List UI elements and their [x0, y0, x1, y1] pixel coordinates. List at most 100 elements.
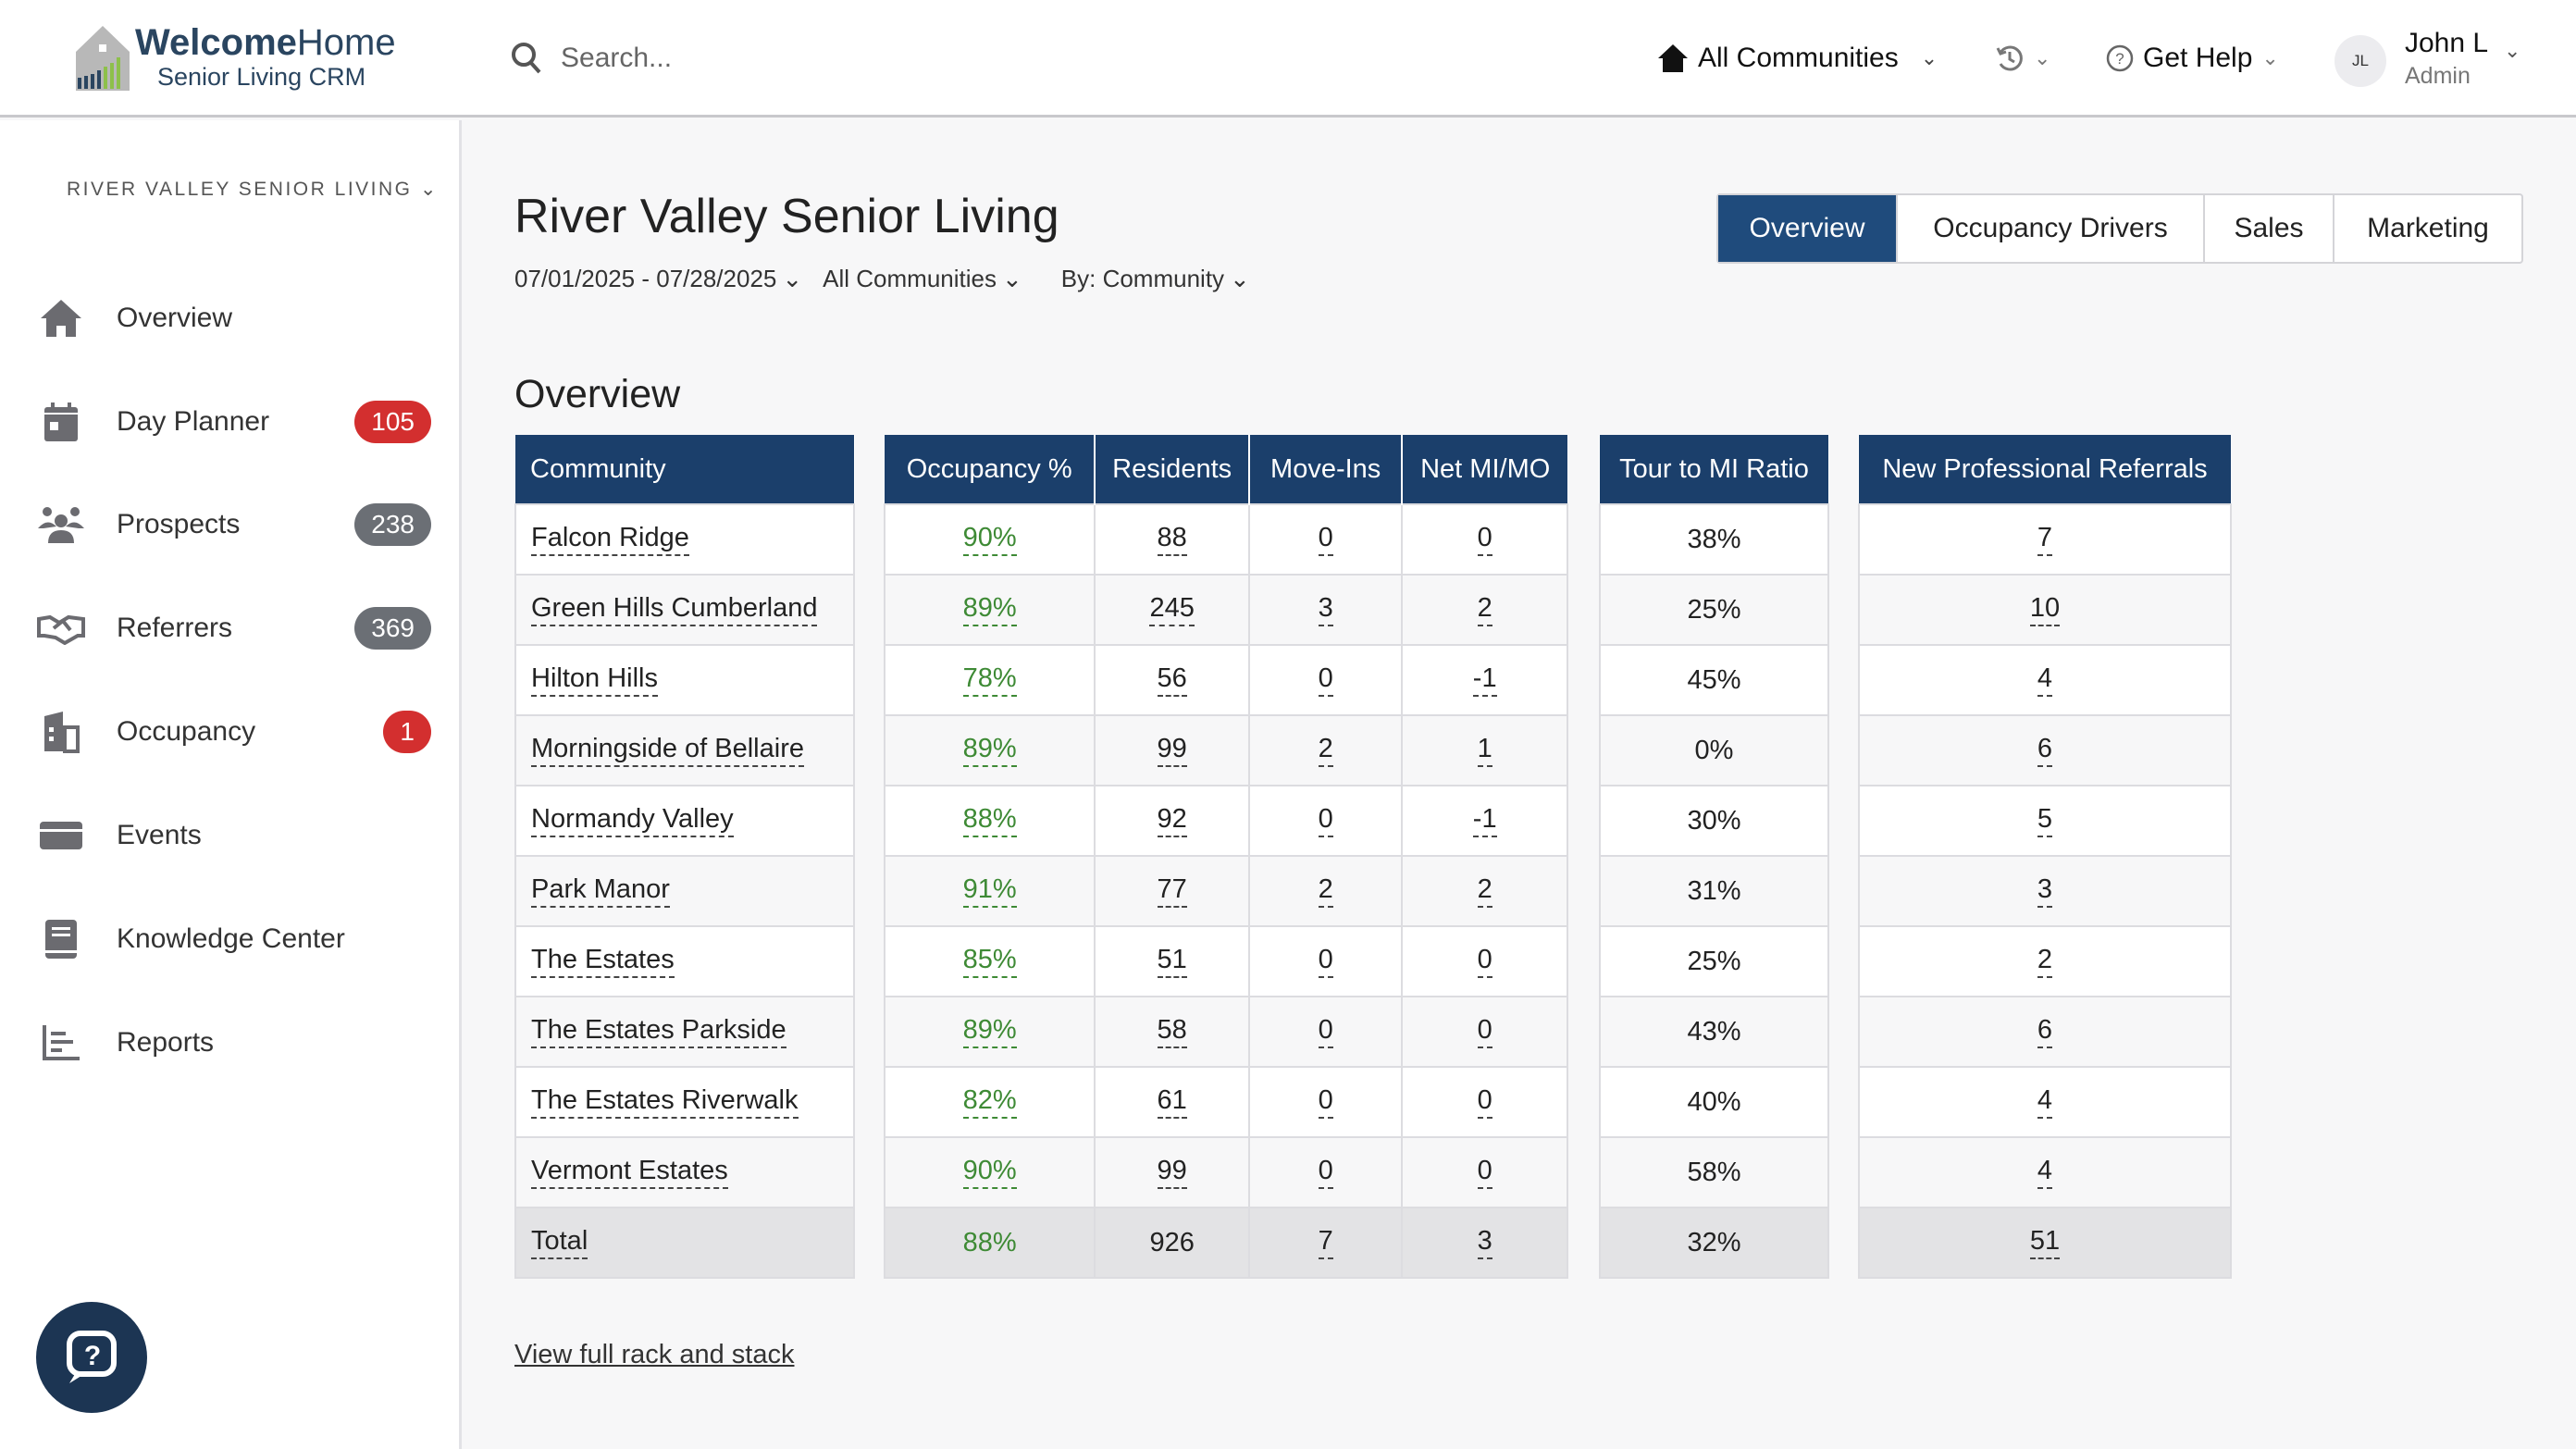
residents-link[interactable]: 61: [1157, 1085, 1187, 1119]
occupancy-link[interactable]: 88%: [962, 804, 1017, 837]
table-row: The Estates: [514, 925, 855, 997]
net-mi-mo-link[interactable]: 0: [1477, 945, 1492, 978]
logo-subtitle: Senior Living CRM: [157, 63, 366, 91]
table-row: 6: [1858, 714, 2232, 786]
group-by-filter[interactable]: By: Community ⌄: [1061, 265, 1250, 293]
residents-link[interactable]: 99: [1157, 1156, 1187, 1189]
net-mi-mo-link[interactable]: 0: [1477, 1085, 1492, 1119]
residents-link[interactable]: 51: [1157, 945, 1187, 978]
occupancy-link[interactable]: 90%: [962, 523, 1017, 556]
community-name-link[interactable]: Falcon Ridge: [531, 523, 689, 556]
community-name-link[interactable]: The Estates Riverwalk: [531, 1085, 799, 1119]
referrals-link[interactable]: 7: [2037, 523, 2053, 556]
occupancy-value: 88%: [962, 1227, 1017, 1257]
occupancy-link[interactable]: 89%: [962, 1015, 1017, 1048]
history-button[interactable]: ⌄: [1995, 33, 2050, 83]
net-mi-mo-link[interactable]: -1: [1472, 663, 1497, 697]
sidebar-item-prospects[interactable]: Prospects 238: [0, 488, 459, 562]
community-name-link[interactable]: Vermont Estates: [531, 1156, 728, 1189]
referrals-link[interactable]: 10: [2029, 593, 2061, 626]
residents-link[interactable]: 58: [1157, 1015, 1187, 1048]
move-ins-link[interactable]: 7: [1318, 1226, 1333, 1259]
community-name-link[interactable]: The Estates Parkside: [531, 1015, 786, 1048]
referrals-link[interactable]: 3: [2037, 874, 2053, 908]
community-name-link[interactable]: The Estates: [531, 945, 675, 978]
residents-link[interactable]: 99: [1157, 734, 1187, 767]
referrals-link[interactable]: 51: [2029, 1226, 2061, 1259]
move-ins-cell: 0: [1247, 925, 1404, 997]
residents-link[interactable]: 92: [1157, 804, 1187, 837]
sidebar-item-reports[interactable]: Reports: [0, 1006, 459, 1080]
tour-ratio-cell: 45%: [1599, 644, 1829, 716]
move-ins-link[interactable]: 0: [1318, 945, 1333, 978]
organization-selector[interactable]: RIVER VALLEY SENIOR LIVING ⌄: [67, 178, 439, 201]
referrals-link[interactable]: 4: [2037, 663, 2053, 697]
community-name-link[interactable]: Total: [531, 1226, 588, 1259]
total-row: 88% 926 7 3: [883, 1207, 1568, 1279]
get-help-button[interactable]: ? Get Help ⌄: [2106, 33, 2279, 83]
sidebar-item-occupancy[interactable]: Occupancy 1: [0, 695, 459, 769]
net-mi-mo-link[interactable]: 2: [1477, 593, 1492, 626]
move-ins-link[interactable]: 0: [1318, 1085, 1333, 1119]
occupancy-link[interactable]: 85%: [962, 945, 1017, 978]
move-ins-link[interactable]: 3: [1318, 593, 1333, 626]
net-mi-mo-link[interactable]: 0: [1477, 523, 1492, 556]
community-name-link[interactable]: Green Hills Cumberland: [531, 593, 818, 626]
search-input[interactable]: Search...: [511, 35, 672, 81]
occupancy-link[interactable]: 90%: [962, 1156, 1017, 1189]
residents-link[interactable]: 88: [1157, 523, 1187, 556]
sidebar-item-overview[interactable]: Overview: [0, 281, 459, 355]
community-name-link[interactable]: Park Manor: [531, 874, 670, 908]
residents-link[interactable]: 77: [1157, 874, 1187, 908]
net-mi-mo-link[interactable]: 1: [1477, 734, 1492, 767]
community-name-link[interactable]: Normandy Valley: [531, 804, 734, 837]
chevron-down-icon: ⌄: [2261, 46, 2279, 69]
community-name-link[interactable]: Hilton Hills: [531, 663, 658, 697]
sidebar-item-day-planner[interactable]: Day Planner 105: [0, 385, 459, 459]
residents-link[interactable]: 56: [1157, 663, 1187, 697]
move-ins-link[interactable]: 2: [1318, 874, 1333, 908]
tab-occupancy-drivers[interactable]: Occupancy Drivers: [1896, 195, 2203, 262]
referrals-link[interactable]: 5: [2037, 804, 2053, 837]
sidebar-item-referrers[interactable]: Referrers 369: [0, 591, 459, 665]
community-selector[interactable]: All Communities ⌄: [1657, 33, 1938, 83]
net-mi-mo-link[interactable]: 0: [1477, 1015, 1492, 1048]
table-row: The Estates Riverwalk: [514, 1066, 855, 1138]
net-mi-mo-link[interactable]: 3: [1477, 1226, 1492, 1259]
occupancy-link[interactable]: 82%: [962, 1085, 1017, 1119]
referrals-link[interactable]: 2: [2037, 945, 2053, 978]
residents-link[interactable]: 245: [1149, 593, 1195, 626]
referrals-link[interactable]: 4: [2037, 1156, 2053, 1189]
occupancy-link[interactable]: 91%: [962, 874, 1017, 908]
referrals-link[interactable]: 6: [2037, 1015, 2053, 1048]
date-range-filter[interactable]: 07/01/2025 - 07/28/2025 ⌄: [514, 265, 802, 293]
occupancy-link[interactable]: 89%: [962, 593, 1017, 626]
net-cell: -1: [1401, 644, 1568, 716]
tab-sales[interactable]: Sales: [2203, 195, 2333, 262]
referrals-link[interactable]: 6: [2037, 734, 2053, 767]
move-ins-link[interactable]: 0: [1318, 804, 1333, 837]
move-ins-link[interactable]: 0: [1318, 1015, 1333, 1048]
occupancy-link[interactable]: 78%: [962, 663, 1017, 697]
move-ins-link[interactable]: 0: [1318, 663, 1333, 697]
user-menu-chevron-icon[interactable]: ⌄: [2504, 39, 2521, 62]
welcomehome-logo[interactable]: WelcomeHome Senior Living CRM: [74, 22, 407, 96]
move-ins-link[interactable]: 2: [1318, 734, 1333, 767]
sidebar-item-events[interactable]: Events: [0, 799, 459, 873]
net-mi-mo-link[interactable]: 0: [1477, 1156, 1492, 1189]
move-ins-link[interactable]: 0: [1318, 523, 1333, 556]
net-mi-mo-link[interactable]: 2: [1477, 874, 1492, 908]
chat-support-button[interactable]: ?: [36, 1302, 147, 1413]
move-ins-link[interactable]: 0: [1318, 1156, 1333, 1189]
tab-marketing[interactable]: Marketing: [2333, 195, 2521, 262]
referrals-link[interactable]: 4: [2037, 1085, 2053, 1119]
tab-overview[interactable]: Overview: [1718, 195, 1896, 262]
view-rack-and-stack-link[interactable]: View full rack and stack: [514, 1340, 795, 1369]
avatar[interactable]: JL: [2334, 35, 2386, 87]
occupancy-link[interactable]: 89%: [962, 734, 1017, 767]
net-mi-mo-link[interactable]: -1: [1472, 804, 1497, 837]
user-menu[interactable]: John L Admin: [2405, 28, 2488, 90]
community-filter[interactable]: All Communities ⌄: [823, 265, 1022, 293]
community-name-link[interactable]: Morningside of Bellaire: [531, 734, 804, 767]
sidebar-item-knowledge-center[interactable]: Knowledge Center: [0, 902, 459, 976]
